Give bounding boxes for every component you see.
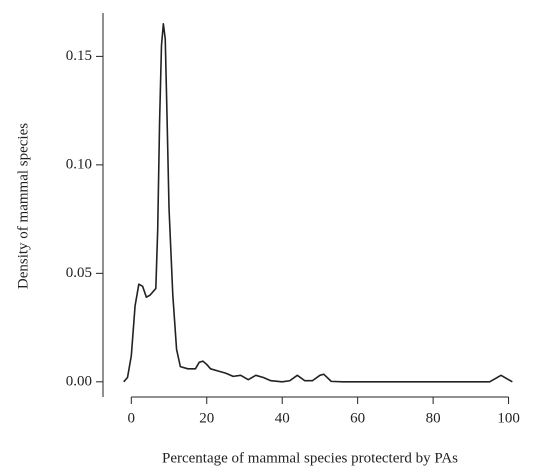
y-axis-label: Density of mammal species xyxy=(15,123,31,289)
y-tick-label: 0.15 xyxy=(66,48,92,64)
x-axis-label: Percentage of mammal species protecterd … xyxy=(162,450,458,466)
y-tick-label: 0.10 xyxy=(66,156,92,172)
x-tick-label: 20 xyxy=(199,410,214,426)
density-line xyxy=(123,23,513,383)
x-tick-label: 40 xyxy=(275,410,290,426)
x-tick-label: 60 xyxy=(350,410,365,426)
y-tick-label: 0.00 xyxy=(66,373,92,389)
x-tick-label: 0 xyxy=(128,410,136,426)
y-tick-label: 0.05 xyxy=(66,265,92,281)
x-tick-label: 80 xyxy=(426,410,441,426)
x-tick-label: 100 xyxy=(497,410,520,426)
